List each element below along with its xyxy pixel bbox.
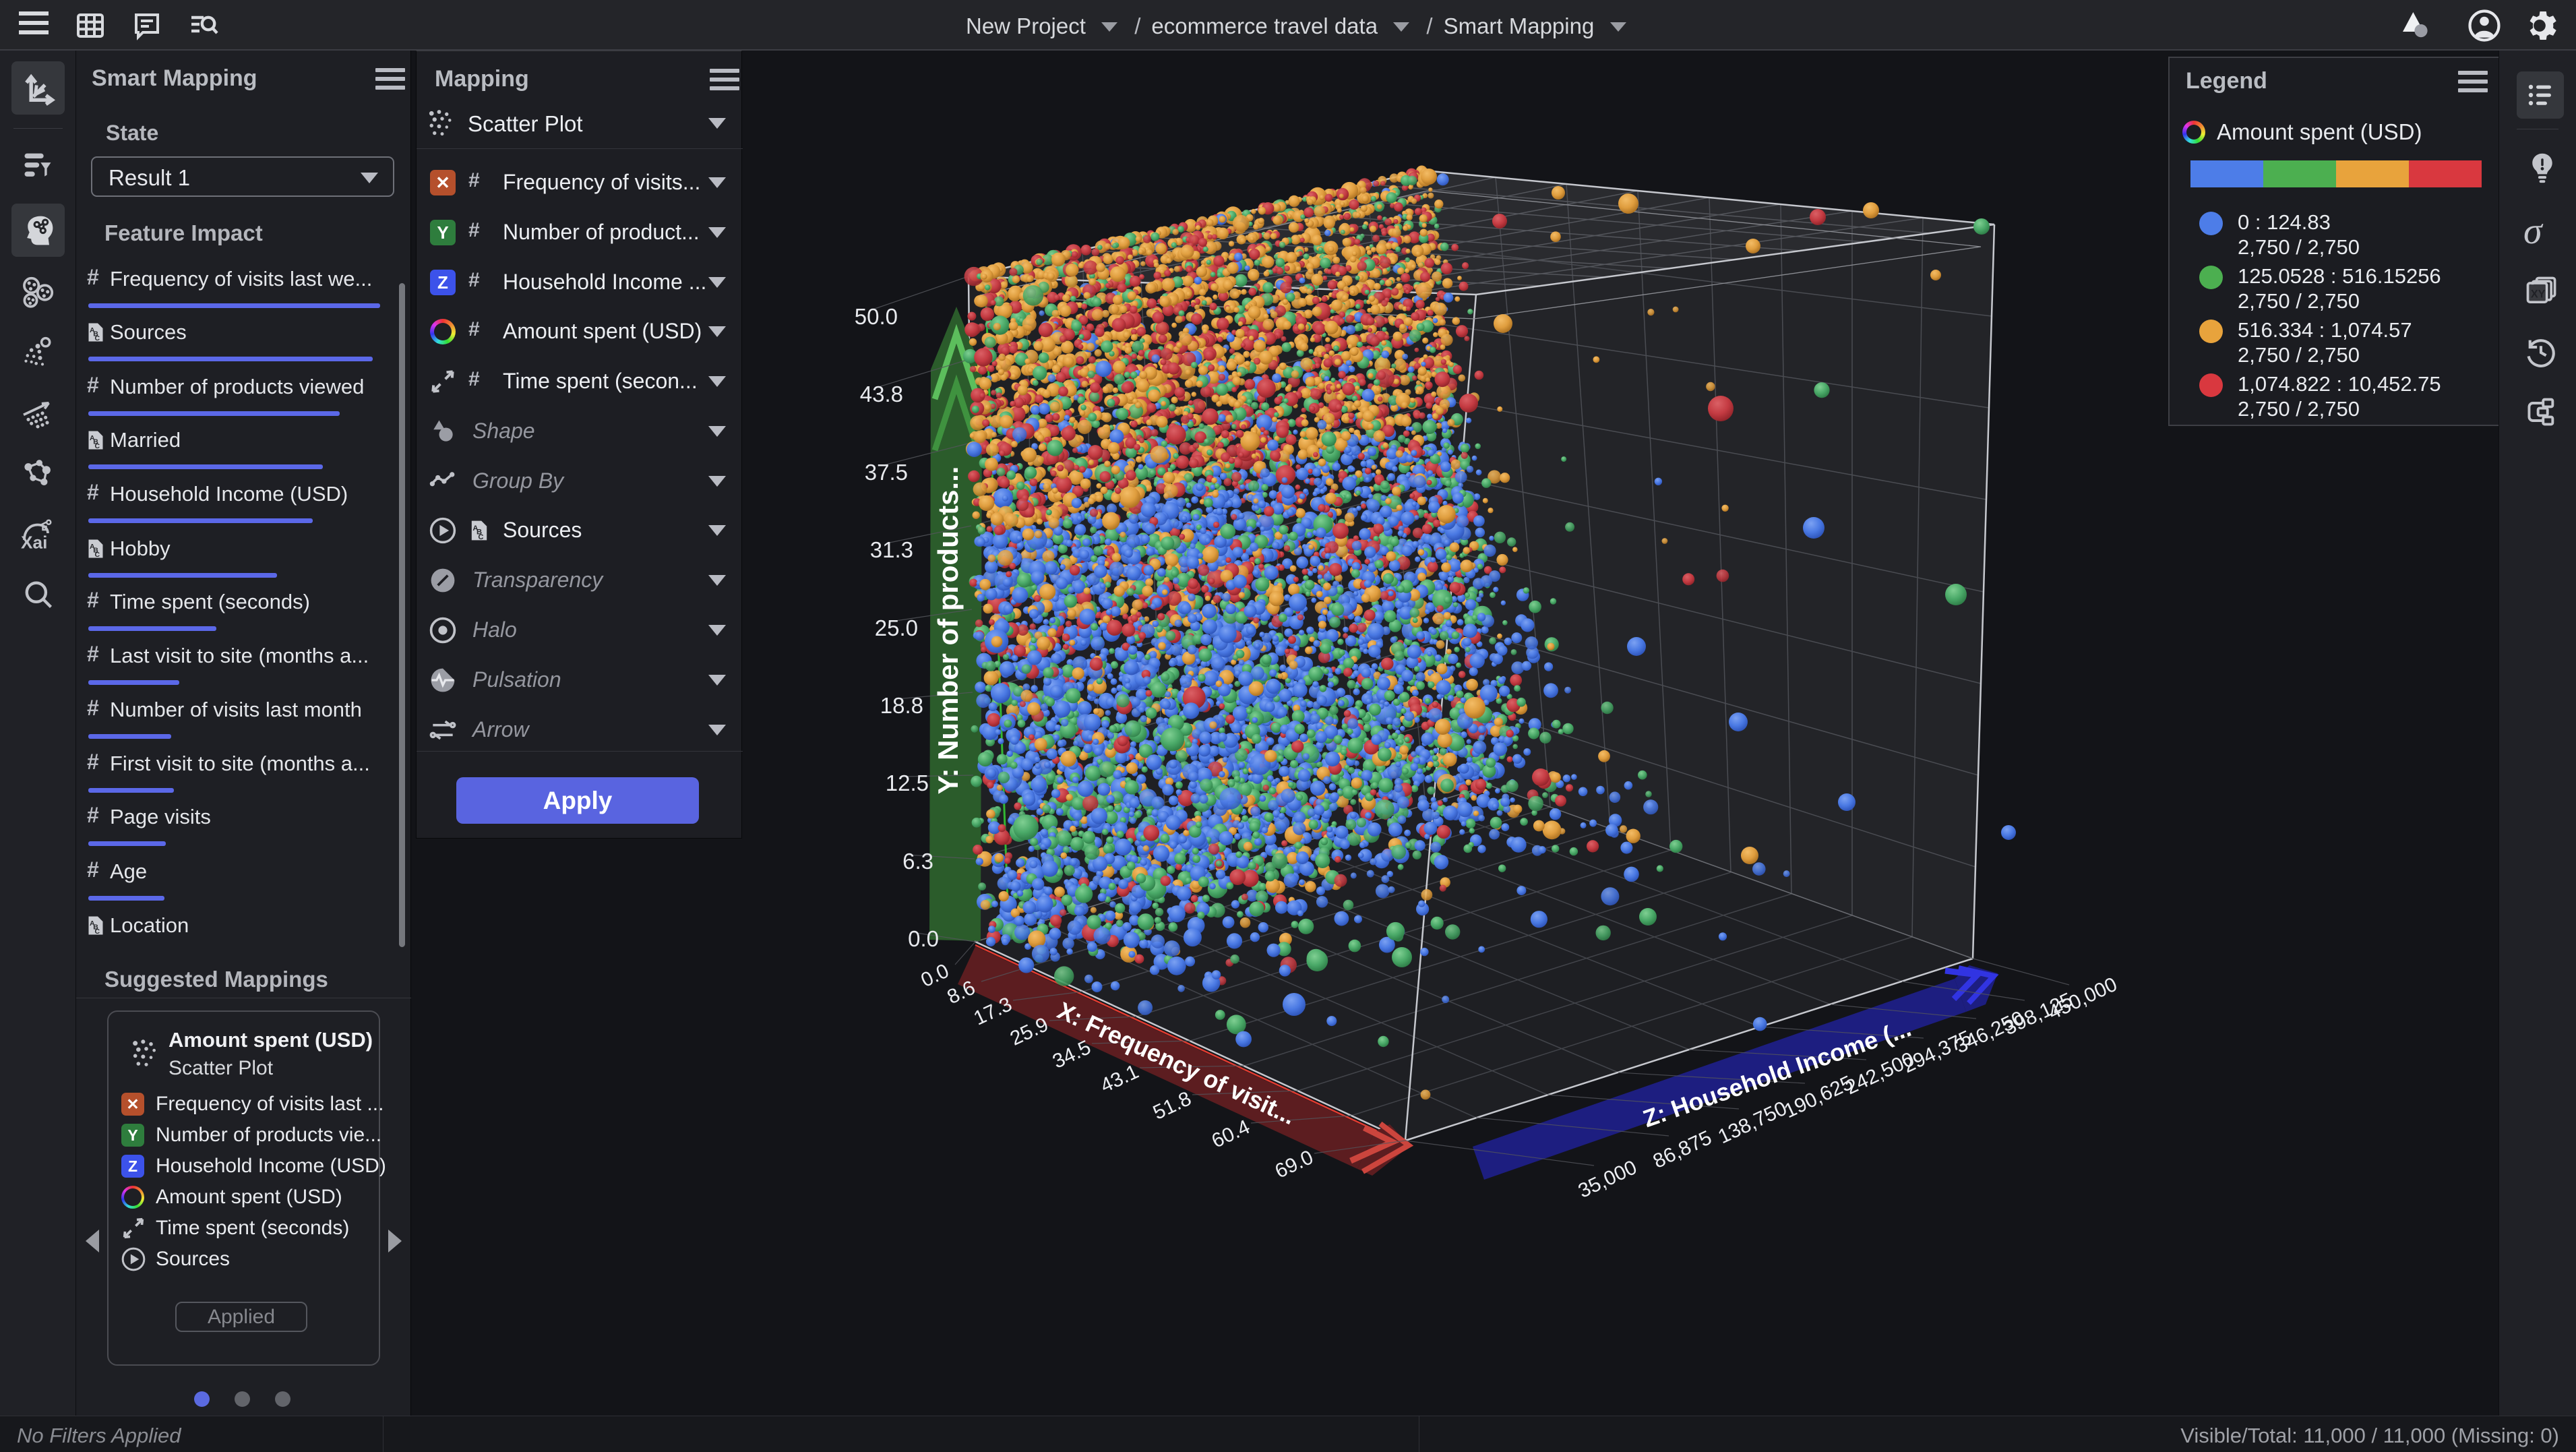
svg-text:50.0: 50.0 — [855, 304, 898, 329]
svg-text:Y: Number of products...: Y: Number of products... — [932, 466, 964, 795]
svg-text:450,000: 450,000 — [2045, 973, 2120, 1025]
svg-text:35,000: 35,000 — [1575, 1156, 1640, 1203]
svg-text:60.4: 60.4 — [1208, 1116, 1254, 1153]
svg-text:86,875: 86,875 — [1650, 1126, 1715, 1173]
svg-text:25.0: 25.0 — [875, 615, 918, 640]
svg-text:12.5: 12.5 — [886, 770, 929, 795]
svg-text:69.0: 69.0 — [1272, 1146, 1317, 1183]
svg-text:43.8: 43.8 — [860, 382, 903, 406]
svg-text:31.3: 31.3 — [870, 537, 913, 562]
svg-text:6.3: 6.3 — [902, 849, 933, 874]
svg-text:0.0: 0.0 — [908, 926, 939, 951]
svg-text:37.5: 37.5 — [865, 460, 908, 485]
svg-text:18.8: 18.8 — [880, 693, 923, 718]
svg-text:51.8: 51.8 — [1150, 1087, 1195, 1124]
